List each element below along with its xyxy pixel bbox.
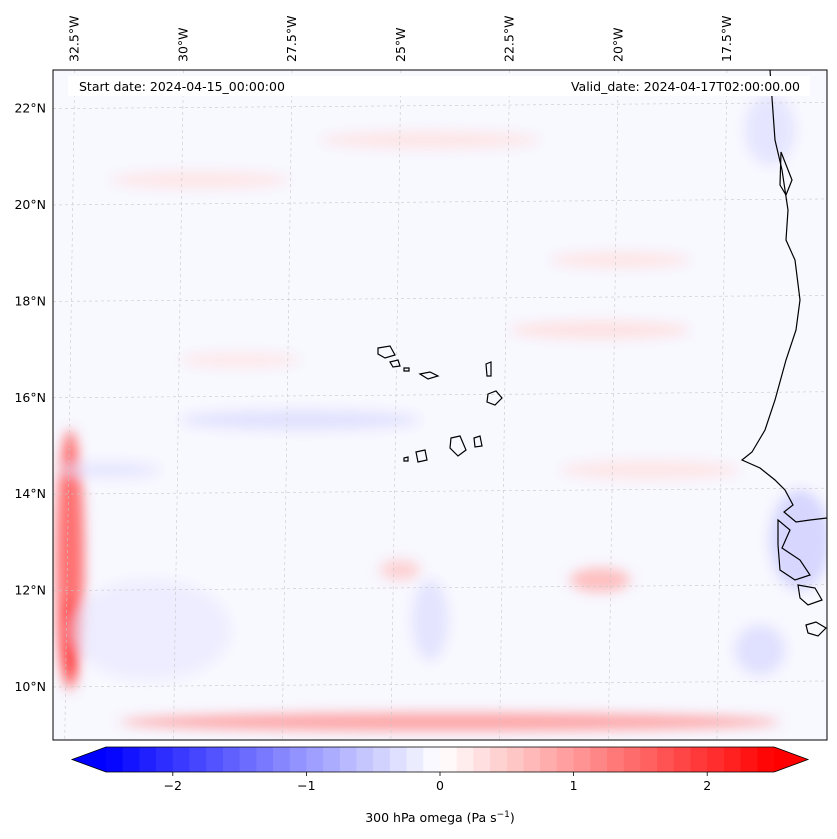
colorbar-segment-37: [723, 747, 742, 772]
colorbar-tick-label-2: 0: [436, 778, 444, 793]
colorbar-segment-29: [590, 747, 608, 772]
colorbar-label: 300 hPa omega (Pa s−1): [365, 810, 515, 825]
omega-field: [53, 70, 827, 740]
colorbar: [70, 746, 810, 773]
start-date-label: Start date: 2024-04-15_00:00:00: [79, 79, 285, 94]
graticule: [53, 70, 827, 740]
colorbar-segment-33: [657, 747, 675, 772]
valid-date-label: Valid_date: 2024-04-17T02:00:00.00: [571, 79, 800, 94]
colorbar-segment-30: [607, 747, 625, 772]
meridian-line-6: [716, 70, 728, 740]
coastline: [377, 70, 827, 637]
colorbar-segment-0: [106, 747, 124, 772]
latitude-label-6: 10°N: [14, 679, 46, 694]
colorbar-segment-34: [673, 747, 692, 772]
colorbar-segment-23: [490, 747, 508, 772]
colorbar-segment-1: [122, 747, 140, 772]
colorbar-segment-9: [256, 747, 274, 772]
colorbar-tick-label-3: 1: [570, 778, 578, 793]
colorbar-label-close: ): [510, 810, 515, 825]
colorbar-segment-21: [456, 747, 474, 772]
annotation-background: [68, 76, 810, 96]
colorbar-segment-27: [556, 747, 575, 772]
colorbar-tick-label-4: 2: [703, 778, 711, 793]
latitude-label-0: 22°N: [14, 101, 46, 116]
longitude-label-2: 27.5°W: [284, 16, 299, 62]
colorbar-tick-label-0: −2: [164, 778, 182, 793]
meridian-line-2: [281, 70, 293, 740]
longitude-label-6: 17.5°W: [719, 16, 734, 62]
colorbar-label-exponent: −1: [497, 810, 510, 820]
latitude-label-3: 16°N: [14, 390, 46, 405]
colorbar-segment-8: [239, 747, 257, 772]
longitude-label-5: 20°W: [610, 27, 625, 62]
latitude-label-2: 18°N: [14, 293, 46, 308]
colorbar-segment-7: [222, 747, 241, 772]
colorbar-segment-25: [523, 747, 541, 772]
colorbar-segment-35: [690, 747, 708, 772]
map-frame: [52, 69, 828, 741]
colorbar-segment-3: [156, 747, 174, 772]
longitude-label-3: 25°W: [393, 27, 408, 62]
latitude-labels: 22°N 20°N 18°N 16°N 14°N 12°N 10°N: [14, 101, 46, 694]
meridian-line-3: [390, 70, 402, 740]
colorbar-segment-17: [389, 747, 408, 772]
colorbar-segment-22: [473, 747, 491, 772]
colorbar-segment-28: [573, 747, 591, 772]
colorbar-extend-high: [774, 747, 808, 772]
colorbar-tick-label-1: −1: [297, 778, 315, 793]
colorbar-segment-31: [623, 747, 641, 772]
colorbar-ticks: −2 −1 0 1 2: [164, 772, 711, 793]
colorbar-segment-38: [740, 747, 758, 772]
colorbar-segment-12: [306, 747, 324, 772]
colorbar-segment-36: [707, 747, 725, 772]
colorbar-segment-2: [139, 747, 157, 772]
latitude-label-4: 14°N: [14, 486, 46, 501]
meridian-line-1: [173, 70, 184, 740]
latitude-label-5: 12°N: [14, 583, 46, 598]
colorbar-outline: [70, 746, 810, 773]
colorbar-segment-18: [406, 747, 424, 772]
colorbar-segment-19: [423, 747, 441, 772]
colorbar-segment-20: [440, 747, 458, 772]
colorbar-segment-16: [373, 747, 391, 772]
meridian-line-4: [499, 70, 510, 740]
longitude-labels: 32.5°W 30°W 27.5°W 25°W 22.5°W 20°W 17.5°W: [67, 16, 734, 62]
colorbar-segment-26: [540, 747, 558, 772]
colorbar-segment-14: [339, 747, 358, 772]
colorbar-label-text: 300 hPa omega (Pa s: [365, 810, 496, 825]
colorbar-segment-4: [172, 747, 191, 772]
colorbar-extend-low: [72, 747, 106, 772]
colorbar-segment-13: [323, 747, 341, 772]
colorbar-segment-32: [640, 747, 658, 772]
latitude-label-1: 20°N: [14, 197, 46, 212]
longitude-label-0: 32.5°W: [67, 16, 82, 62]
meridian-line-0: [64, 70, 76, 740]
colorbar-segment-24: [506, 747, 525, 772]
colorbar-segment-10: [273, 747, 291, 772]
longitude-label-4: 22.5°W: [502, 16, 517, 62]
colorbar-segment-39: [757, 747, 775, 772]
colorbar-segment-5: [189, 747, 207, 772]
colorbar-segment-11: [289, 747, 307, 772]
meridian-line-5: [607, 70, 619, 740]
colorbar-segment-15: [356, 747, 374, 772]
longitude-label-1: 30°W: [175, 27, 190, 62]
colorbar-segment-6: [206, 747, 224, 772]
